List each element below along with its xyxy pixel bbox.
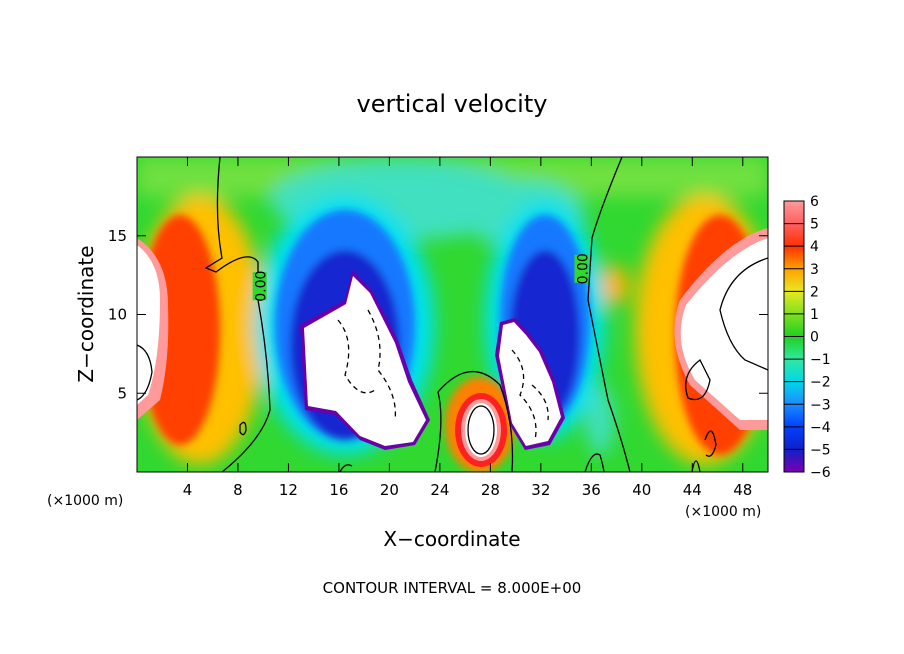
x-axis-label: X−coordinate (383, 527, 520, 551)
x-unit-label-right: (×1000 m) (685, 504, 761, 520)
contour-blob-small (239, 421, 247, 436)
x-tick-labels: 4 8 12 16 20 24 28 32 36 40 44 48 (183, 481, 753, 499)
colorbar-label: 1 (810, 307, 819, 323)
colorbar: 6 5 4 3 2 1 0 −1 −2 −3 −4 −5 −6 (783, 194, 831, 481)
contour-label-left: 0.00 (252, 271, 270, 302)
x-tick-label: 36 (582, 481, 601, 499)
contour-label-right-text: 0.00 (575, 253, 591, 284)
contour-negative-b (367, 309, 397, 421)
x-tick-label: 40 (632, 481, 651, 499)
axis-ticks (137, 157, 768, 472)
heatmap-field (137, 157, 768, 472)
x-tick-label: 16 (329, 481, 348, 499)
colorbar-ticks (784, 200, 804, 473)
contour-negative-a (337, 319, 376, 394)
contour-label-group: 0.00 0.00 (252, 253, 591, 302)
y-axis-label: Z−coordinate (74, 245, 98, 382)
colorbar-label: −5 (810, 442, 831, 458)
x-tick-label: 12 (279, 481, 298, 499)
contour-negative-d (531, 384, 549, 421)
zero-contour-center (434, 371, 514, 472)
x-tick-label: 32 (531, 481, 550, 499)
y-tick-label: 5 (117, 384, 127, 402)
colorbar-label: 0 (810, 330, 819, 346)
zero-contour-bottom (584, 453, 605, 472)
contour-updraft-core (467, 405, 495, 455)
contour-right-positive-c (704, 430, 717, 457)
colorbar-label: −3 (810, 397, 831, 413)
colorbar-label: 5 (810, 217, 819, 233)
contour-right-positive-a (719, 257, 768, 371)
colorbar-label: 4 (810, 239, 819, 255)
y-tick-labels: 5 10 15 (108, 227, 127, 403)
x-tick-label: 44 (683, 481, 702, 499)
contour-right-positive-b (685, 359, 711, 401)
contour-left-positive (137, 344, 153, 401)
colorbar-label: 6 (810, 194, 819, 210)
contour-label-left-text: 0.00 (254, 271, 270, 302)
y-tick-label: 15 (108, 227, 127, 245)
x-unit-label-left: (×1000 m) (47, 493, 123, 509)
zero-contour-small (339, 464, 353, 472)
y-tick-label: 10 (108, 306, 127, 324)
zero-contour-right (587, 157, 631, 472)
x-tick-label: 8 (233, 481, 243, 499)
contour-lines (137, 157, 768, 472)
colorbar-labels: 6 5 4 3 2 1 0 −1 −2 −3 −4 −5 −6 (810, 194, 831, 481)
zero-contour-left (204, 157, 271, 472)
colorbar-label: −6 (810, 465, 831, 481)
x-tick-label: 28 (481, 481, 500, 499)
contour-label-right: 0.00 (574, 253, 591, 284)
contour-interval-note: CONTOUR INTERVAL = 8.000E+00 (323, 579, 582, 597)
x-tick-label: 4 (183, 481, 193, 499)
x-tick-label: 48 (733, 481, 752, 499)
colorbar-label: −1 (810, 352, 831, 368)
chart-title: vertical velocity (357, 90, 548, 118)
colorbar-label: −2 (810, 375, 831, 391)
colorbar-label: −4 (810, 420, 831, 436)
colorbar-label: 2 (810, 284, 819, 300)
colorbar-label: 3 (810, 262, 819, 278)
contour-negative-c (511, 349, 537, 441)
x-tick-label: 20 (380, 481, 399, 499)
x-tick-label: 24 (430, 481, 449, 499)
